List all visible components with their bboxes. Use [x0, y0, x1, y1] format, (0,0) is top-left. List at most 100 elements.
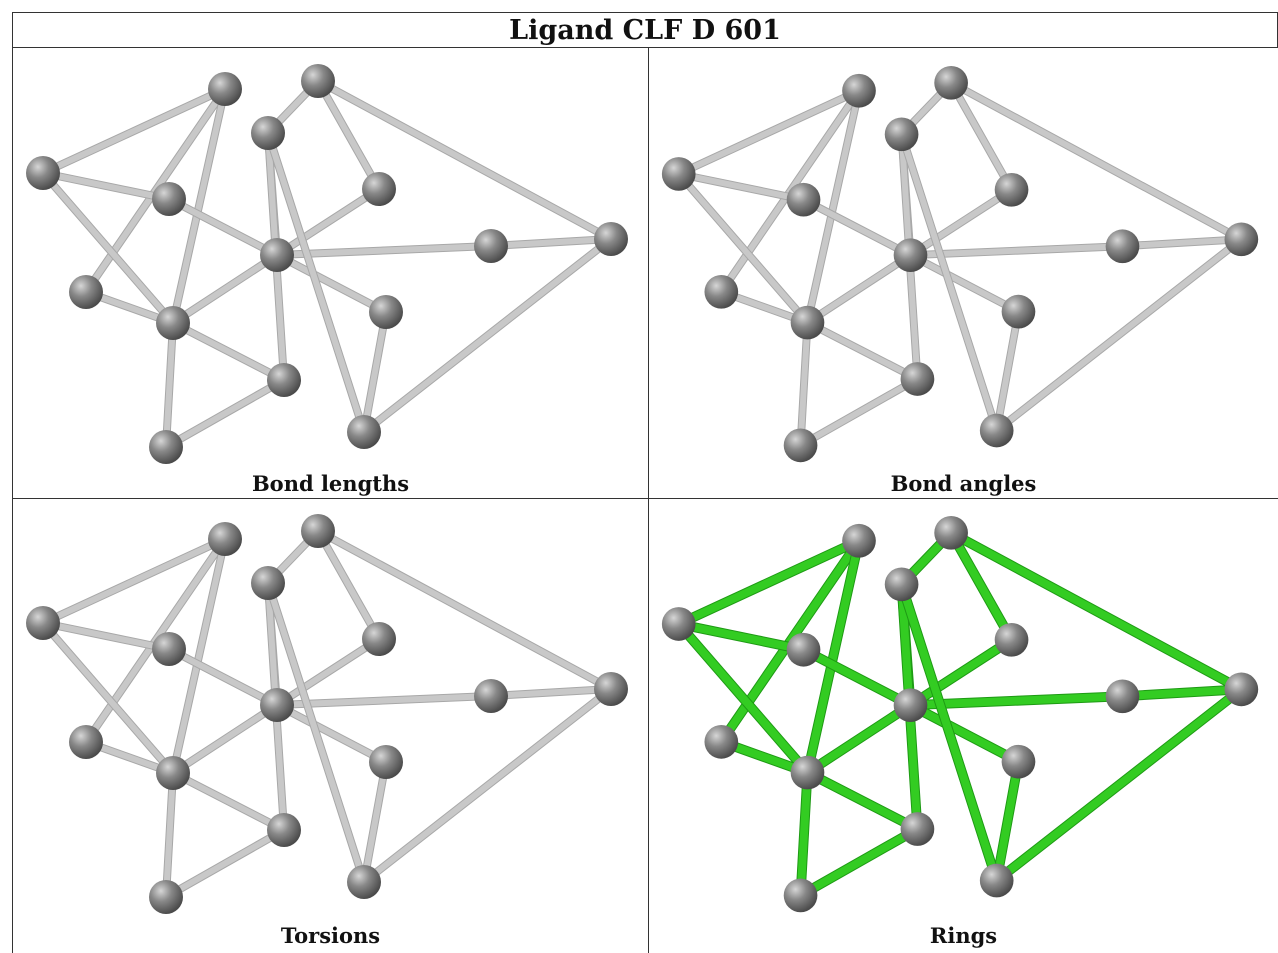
bond	[166, 196, 280, 258]
panel-caption: Torsions	[280, 923, 381, 948]
bond	[163, 827, 287, 900]
atom	[347, 865, 381, 899]
bond	[361, 686, 614, 885]
atom	[661, 607, 696, 641]
atom	[1105, 229, 1140, 264]
bond	[947, 528, 1016, 644]
grid-left-border	[12, 48, 13, 953]
bond	[170, 536, 228, 776]
atom	[842, 73, 876, 108]
atom	[884, 567, 919, 602]
bond	[361, 236, 614, 435]
atom	[704, 274, 739, 309]
atom	[152, 182, 186, 216]
bond	[992, 685, 1246, 885]
bond	[803, 768, 922, 833]
atom	[900, 812, 935, 846]
bond	[265, 580, 367, 885]
bond	[674, 620, 812, 777]
atom	[26, 606, 60, 640]
bond	[274, 702, 389, 765]
molecule-graphic	[661, 65, 1259, 463]
atom	[208, 72, 242, 106]
atom	[251, 116, 285, 150]
atom	[1224, 222, 1259, 257]
atom	[362, 622, 396, 656]
bond	[800, 196, 914, 259]
bond	[907, 243, 1126, 259]
bond	[897, 580, 1001, 885]
bond	[675, 87, 862, 177]
atom	[69, 275, 103, 309]
atom	[790, 755, 825, 790]
bond	[488, 686, 614, 699]
atom	[884, 117, 919, 152]
bond	[488, 236, 614, 249]
bond	[947, 528, 1246, 694]
atom	[979, 413, 1014, 448]
bond	[40, 170, 172, 202]
bond	[265, 130, 367, 435]
atom	[594, 672, 628, 706]
bond	[898, 131, 1000, 434]
atom	[594, 222, 628, 256]
bond	[796, 825, 922, 900]
panel-caption: Rings	[929, 923, 998, 948]
atom	[152, 632, 186, 666]
atom	[347, 415, 381, 449]
bond	[40, 536, 228, 626]
panel-rings: Rings	[649, 499, 1278, 953]
atom	[934, 65, 968, 100]
atom	[149, 430, 183, 464]
panel-bond-angles: Bond angles	[649, 49, 1278, 498]
atom	[1001, 744, 1036, 779]
atom	[1224, 672, 1259, 707]
atom	[156, 306, 190, 340]
bond	[170, 252, 280, 326]
bond	[906, 635, 1016, 710]
atom	[1001, 294, 1036, 329]
bond	[170, 702, 280, 776]
atom	[786, 632, 821, 667]
atom	[661, 157, 696, 191]
atom	[26, 156, 60, 190]
atom	[934, 516, 968, 550]
bond	[906, 692, 1127, 710]
atom	[260, 238, 294, 272]
bond	[315, 78, 614, 242]
atom	[979, 863, 1014, 898]
atom	[842, 523, 876, 558]
bond	[315, 528, 614, 692]
bond	[674, 536, 863, 628]
atom	[369, 295, 403, 329]
bond	[170, 86, 228, 326]
atom	[362, 172, 396, 206]
atom	[156, 756, 190, 790]
bond	[40, 86, 228, 176]
bond	[163, 770, 176, 900]
bond	[993, 236, 1245, 434]
bond	[797, 376, 921, 449]
atom	[251, 566, 285, 600]
atom	[267, 363, 301, 397]
bond	[166, 646, 280, 708]
atom	[1105, 679, 1140, 714]
bond	[274, 186, 382, 258]
atom	[474, 229, 508, 263]
panel-torsions: Torsions	[13, 499, 648, 953]
bond	[948, 79, 1015, 193]
bond	[796, 768, 812, 900]
bond	[40, 620, 176, 776]
bond	[361, 309, 389, 435]
bond	[675, 170, 807, 203]
grid-row-divider	[12, 498, 1278, 499]
bond	[907, 252, 1022, 315]
figure-table: Ligand CLF D 601 Bond lengths Bond angle…	[12, 12, 1278, 953]
atom	[149, 880, 183, 914]
atom	[474, 679, 508, 713]
bond	[799, 645, 915, 710]
bond	[907, 186, 1015, 259]
bond	[170, 320, 287, 383]
atom	[994, 622, 1029, 657]
atom	[783, 428, 818, 463]
